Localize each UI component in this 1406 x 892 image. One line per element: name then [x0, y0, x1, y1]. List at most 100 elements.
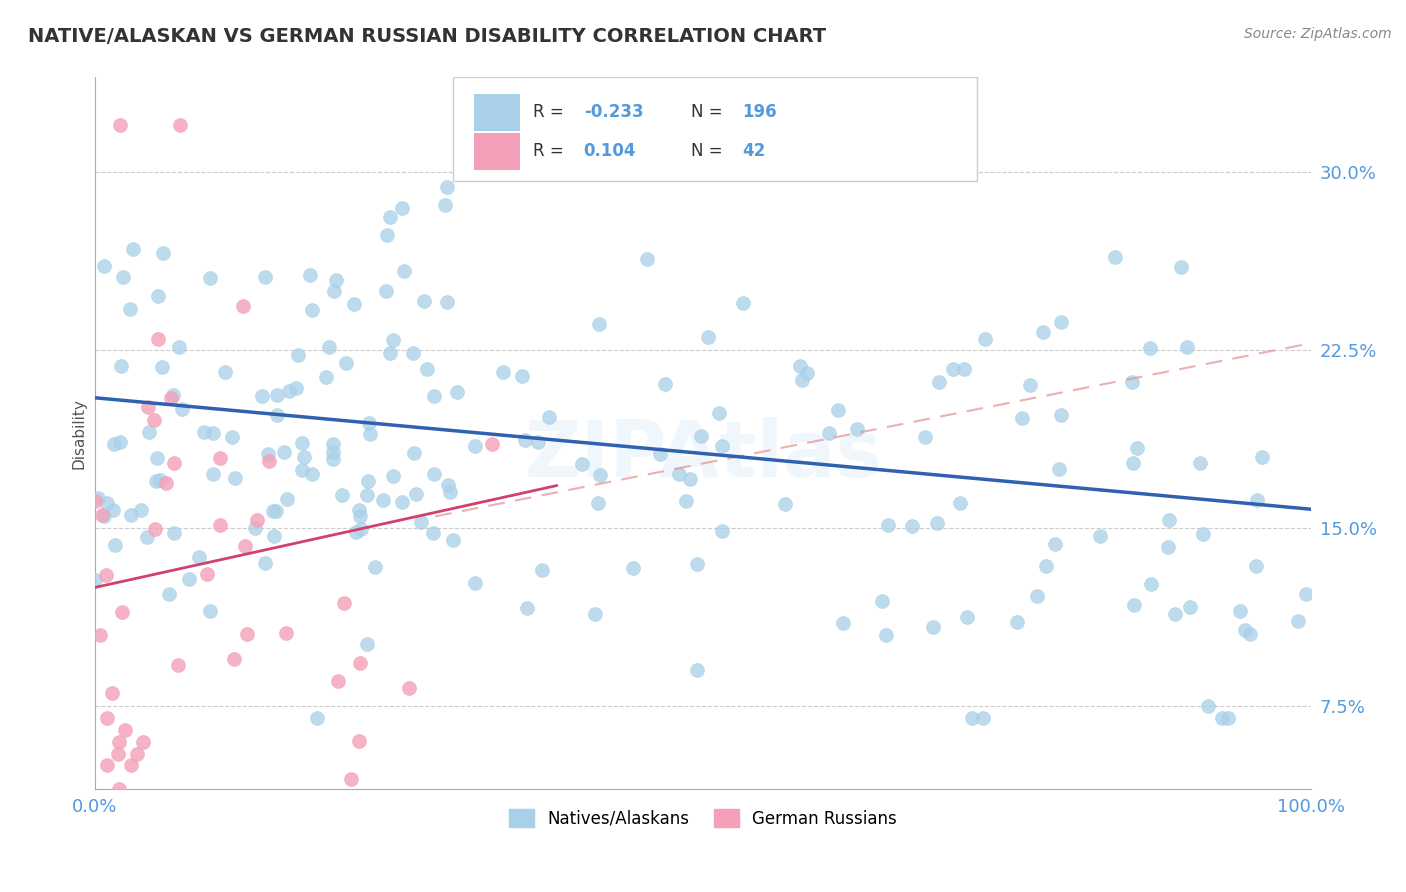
Point — [347, 733, 370, 747]
Point — [276, 491, 298, 506]
Point — [232, 299, 254, 313]
Point — [150, 359, 173, 374]
Point — [1026, 589, 1049, 603]
Point — [350, 521, 373, 535]
Point — [952, 362, 974, 376]
Point — [538, 409, 561, 424]
Point — [832, 615, 855, 630]
Point — [411, 515, 433, 529]
Point — [416, 362, 439, 376]
Point — [381, 468, 404, 483]
Point — [588, 496, 610, 510]
Point — [733, 296, 755, 310]
Point — [326, 673, 349, 688]
Point — [291, 463, 314, 477]
Point — [1032, 326, 1054, 340]
Point — [96, 758, 118, 772]
Point — [636, 252, 658, 266]
Point — [266, 388, 288, 402]
Point — [169, 118, 191, 132]
Point — [675, 494, 697, 508]
Point — [711, 524, 734, 538]
Point — [513, 433, 536, 447]
Point — [1164, 607, 1187, 621]
Point — [266, 408, 288, 422]
Point — [160, 392, 183, 406]
Point — [1178, 599, 1201, 614]
Point — [356, 488, 378, 502]
Point — [942, 361, 965, 376]
Point — [103, 437, 125, 451]
Point — [1123, 598, 1146, 612]
Point — [870, 593, 893, 607]
Point — [188, 549, 211, 564]
Point — [1104, 250, 1126, 264]
Point — [375, 285, 398, 299]
Point — [202, 426, 225, 441]
FancyBboxPatch shape — [454, 78, 977, 181]
Point — [1121, 375, 1143, 389]
Point — [209, 517, 232, 532]
Point — [922, 620, 945, 634]
Point — [530, 563, 553, 577]
Point — [380, 346, 402, 360]
Point — [198, 271, 221, 285]
Point — [512, 368, 534, 383]
Point — [108, 435, 131, 450]
Point — [1050, 408, 1073, 422]
Point — [221, 430, 243, 444]
Point — [254, 269, 277, 284]
Point — [1175, 340, 1198, 354]
Point — [138, 425, 160, 439]
Point — [325, 273, 347, 287]
Point — [588, 317, 610, 331]
Point — [792, 373, 814, 387]
Point — [405, 487, 427, 501]
Point — [96, 496, 118, 510]
Point — [198, 604, 221, 618]
Point — [1246, 492, 1268, 507]
Point — [1047, 462, 1070, 476]
Point — [398, 681, 420, 695]
Text: R =: R = — [533, 143, 564, 161]
Point — [202, 467, 225, 481]
Point — [148, 473, 170, 487]
Point — [287, 348, 309, 362]
Point — [696, 330, 718, 344]
Text: 42: 42 — [742, 143, 765, 161]
Point — [1251, 450, 1274, 464]
Point — [1126, 441, 1149, 455]
Text: Source: ZipAtlas.com: Source: ZipAtlas.com — [1244, 27, 1392, 41]
Point — [93, 508, 115, 523]
Point — [243, 521, 266, 535]
Point — [436, 294, 458, 309]
Point — [818, 426, 841, 441]
Point — [464, 440, 486, 454]
Point — [391, 495, 413, 509]
Point — [259, 454, 281, 468]
Point — [394, 264, 416, 278]
Point — [145, 474, 167, 488]
Point — [1295, 587, 1317, 601]
Point — [1018, 377, 1040, 392]
Point — [359, 426, 381, 441]
Point — [132, 735, 155, 749]
Point — [1159, 513, 1181, 527]
Point — [274, 625, 297, 640]
Point — [686, 663, 709, 677]
Point — [84, 493, 107, 508]
Point — [707, 406, 730, 420]
Point — [315, 369, 337, 384]
Point — [163, 456, 186, 470]
Point — [1197, 698, 1219, 713]
Point — [152, 245, 174, 260]
Point — [155, 476, 177, 491]
Point — [436, 477, 458, 491]
Point — [439, 484, 461, 499]
Point — [648, 447, 671, 461]
Point — [318, 340, 340, 354]
Point — [1229, 604, 1251, 618]
Text: R =: R = — [533, 103, 564, 121]
Text: N =: N = — [690, 143, 723, 161]
Point — [172, 401, 194, 416]
